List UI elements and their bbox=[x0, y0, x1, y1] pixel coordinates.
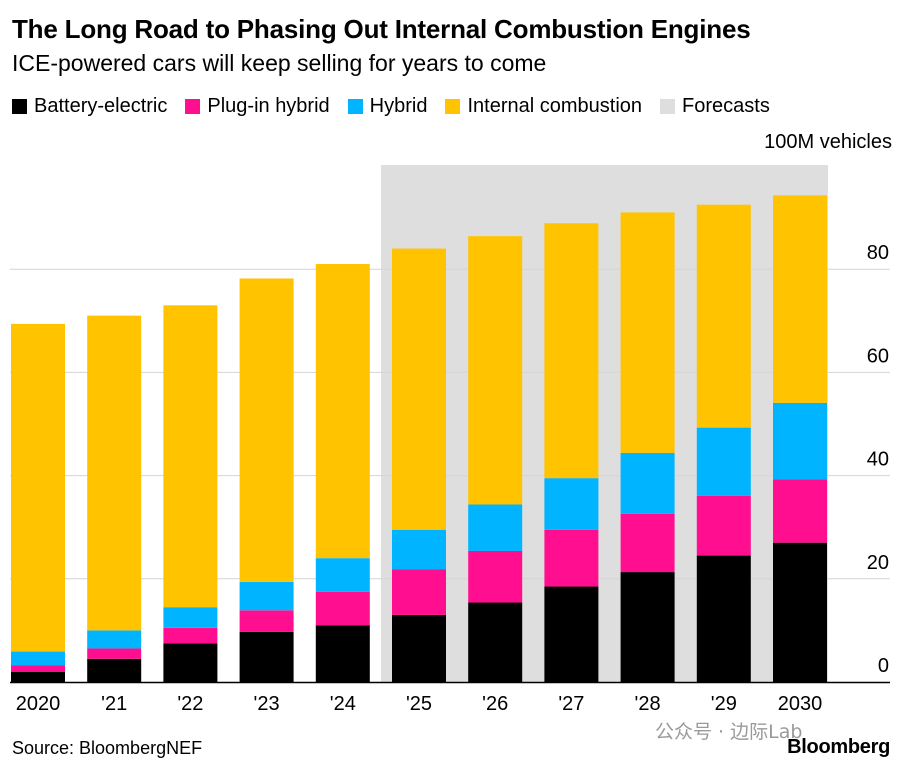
legend-label-hybrid: Hybrid bbox=[369, 95, 428, 117]
legend-item-internal-combustion: Internal combustion bbox=[445, 95, 642, 118]
y-tick-label-0: 0 bbox=[878, 655, 889, 677]
bar-battery-electric-2025 bbox=[392, 614, 446, 682]
bar-plug-in-hybrid-2025 bbox=[392, 569, 446, 615]
x-tick-label-2025: '25 bbox=[406, 693, 432, 715]
chart-title: The Long Road to Phasing Out Internal Co… bbox=[12, 14, 751, 44]
y-tick-label-20: 20 bbox=[867, 552, 889, 574]
legend-item-battery-electric: Battery-electric bbox=[12, 95, 167, 118]
forecast-region bbox=[381, 165, 828, 682]
legend-swatch-battery-electric bbox=[12, 99, 27, 114]
bar-plug-in-hybrid-2027 bbox=[544, 529, 599, 587]
y-tick-label-60: 60 bbox=[867, 345, 889, 367]
x-tick-label-2030: 2030 bbox=[778, 693, 823, 715]
bar-plug-in-hybrid-2024 bbox=[315, 591, 370, 626]
bar-hybrid-2024 bbox=[315, 558, 370, 592]
bar-internal-combustion-2023 bbox=[239, 278, 294, 582]
bar-hybrid-2029 bbox=[696, 427, 751, 496]
bar-battery-electric-2029 bbox=[696, 555, 751, 682]
y-tick-label-40: 40 bbox=[867, 449, 889, 471]
bar-hybrid-2022 bbox=[163, 607, 218, 628]
legend-label-battery-electric: Battery-electric bbox=[34, 95, 168, 117]
watermark: 公众号 · 边际Lab bbox=[655, 721, 803, 743]
bar-internal-combustion-2028 bbox=[620, 212, 675, 453]
legend-item-forecasts: Forecasts bbox=[660, 95, 770, 118]
bar-plug-in-hybrid-2022 bbox=[163, 627, 218, 644]
bar-battery-electric-2024 bbox=[315, 625, 370, 682]
bar-battery-electric-2030 bbox=[773, 542, 827, 682]
legend-item-plug-in-hybrid: Plug-in hybrid bbox=[185, 95, 330, 118]
x-tick-label-2020: 2020 bbox=[16, 693, 61, 715]
bar-plug-in-hybrid-2029 bbox=[696, 495, 751, 556]
bar-hybrid-2026 bbox=[468, 504, 523, 551]
bar-internal-combustion-2026 bbox=[468, 236, 523, 505]
source-note: Source: BloombergNEF bbox=[12, 738, 203, 758]
bar-plug-in-hybrid-2021 bbox=[87, 648, 142, 659]
bar-battery-electric-2028 bbox=[620, 572, 675, 682]
x-tick-label-2026: '26 bbox=[482, 693, 508, 715]
bar-internal-combustion-2022 bbox=[163, 305, 218, 608]
bloomberg-logo: Bloomberg bbox=[787, 736, 890, 758]
chart-subtitle: ICE-powered cars will keep selling for y… bbox=[12, 50, 547, 76]
bar-internal-combustion-2021 bbox=[87, 315, 142, 631]
bar-hybrid-2025 bbox=[392, 529, 446, 570]
x-tick-label-2023: '23 bbox=[254, 693, 280, 715]
bar-plug-in-hybrid-2030 bbox=[773, 479, 827, 543]
bar-battery-electric-2026 bbox=[468, 602, 523, 682]
bar-internal-combustion-2024 bbox=[315, 264, 370, 559]
bar-plug-in-hybrid-2023 bbox=[239, 610, 294, 632]
legend-swatch-plug-in-hybrid bbox=[185, 99, 201, 114]
bar-internal-combustion-2027 bbox=[544, 223, 599, 479]
bar-hybrid-2030 bbox=[773, 402, 827, 480]
bar-plug-in-hybrid-2026 bbox=[468, 550, 523, 603]
x-tick-label-2024: '24 bbox=[330, 693, 356, 715]
bar-battery-electric-2022 bbox=[163, 643, 218, 682]
legend-swatch-hybrid bbox=[347, 99, 363, 114]
bar-battery-electric-2020 bbox=[11, 671, 65, 682]
x-tick-label-2021: '21 bbox=[101, 693, 127, 715]
legend-label-internal-combustion: Internal combustion bbox=[467, 95, 643, 117]
y-axis-unit-label: 100M vehicles bbox=[764, 131, 892, 153]
bar-hybrid-2020 bbox=[11, 651, 65, 666]
legend-label-plug-in-hybrid: Plug-in hybrid bbox=[207, 95, 330, 117]
legend-swatch-internal-combustion bbox=[445, 99, 461, 114]
legend-label-forecasts: Forecasts bbox=[682, 95, 770, 117]
bar-hybrid-2027 bbox=[544, 478, 599, 530]
x-tick-label-2029: '29 bbox=[711, 693, 737, 715]
bar-internal-combustion-2029 bbox=[696, 204, 751, 428]
bar-plug-in-hybrid-2028 bbox=[620, 513, 675, 573]
legend-item-hybrid: Hybrid bbox=[347, 95, 428, 118]
legend: Battery-electric Plug-in hybrid Hybrid I… bbox=[12, 95, 788, 118]
bar-hybrid-2021 bbox=[87, 630, 142, 649]
x-tick-label-2022: '22 bbox=[177, 693, 203, 715]
bar-internal-combustion-2020 bbox=[11, 323, 65, 652]
y-tick-label-80: 80 bbox=[867, 242, 889, 264]
bar-internal-combustion-2025 bbox=[392, 248, 446, 530]
x-tick-label-2027: '27 bbox=[558, 693, 584, 715]
legend-swatch-forecasts bbox=[660, 99, 676, 114]
bar-internal-combustion-2030 bbox=[773, 195, 827, 403]
bar-battery-electric-2023 bbox=[239, 631, 294, 682]
x-tick-label-2028: '28 bbox=[635, 693, 661, 715]
bar-battery-electric-2021 bbox=[87, 658, 142, 682]
bar-hybrid-2028 bbox=[620, 452, 675, 514]
bar-battery-electric-2027 bbox=[544, 586, 599, 682]
bar-plug-in-hybrid-2020 bbox=[11, 665, 65, 672]
bar-hybrid-2023 bbox=[239, 581, 294, 611]
